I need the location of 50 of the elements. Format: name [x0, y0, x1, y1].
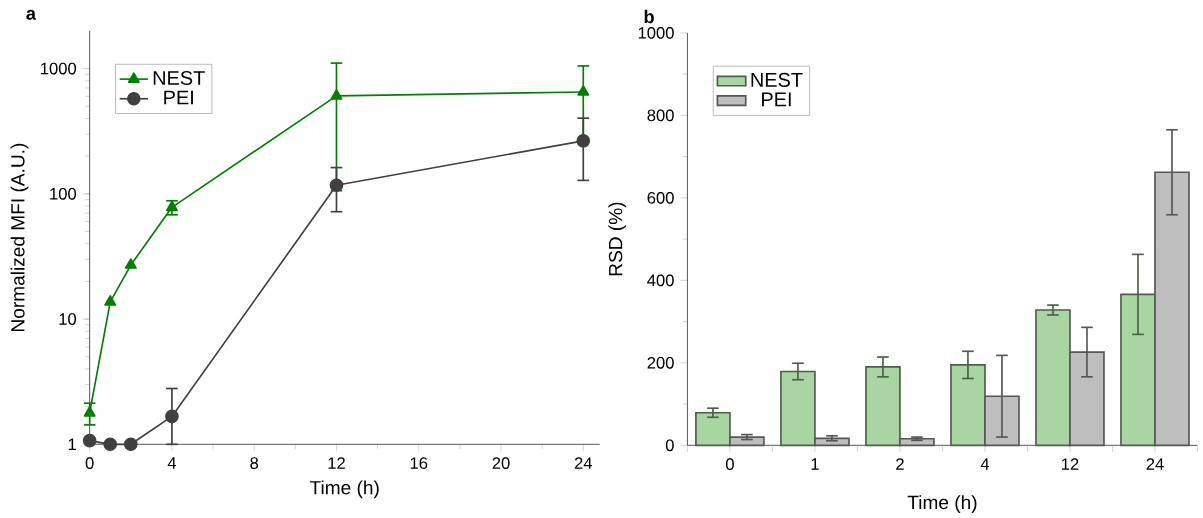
- bar: [695, 411, 731, 446]
- point: [82, 433, 97, 448]
- x-tick-label: 24: [1146, 458, 1164, 470]
- y-tick-label: 10: [59, 312, 77, 325]
- y-tick-label: 800: [647, 109, 674, 121]
- legend-label: NEST: [751, 72, 803, 87]
- x-tick-label: 1: [811, 458, 819, 470]
- x-tick-label: 4: [980, 458, 990, 470]
- x-axis-title: Time (h): [907, 494, 977, 513]
- x-tick-label: 4: [167, 457, 177, 469]
- point: [330, 88, 343, 100]
- point: [124, 258, 137, 269]
- y-tick-label: 1000: [638, 26, 674, 39]
- x-tick-label: 0: [725, 458, 734, 470]
- legend-label: PEI: [164, 90, 193, 105]
- point: [165, 200, 178, 211]
- x-tick-label: 24: [574, 457, 593, 469]
- y-tick-label: 100: [50, 187, 77, 200]
- y-tick-label: 1: [68, 438, 76, 450]
- point: [123, 437, 138, 451]
- legend-label: PEI: [762, 92, 791, 107]
- bar: [899, 437, 935, 446]
- chart-title: b: [644, 9, 654, 24]
- bar: [1035, 308, 1071, 446]
- x-tick-label: 0: [85, 457, 94, 469]
- x-tick-label: 16: [410, 457, 428, 469]
- bar: [780, 370, 816, 446]
- point: [165, 409, 179, 423]
- x-tick-label: 8: [250, 457, 259, 469]
- x-axis-title: Time (h): [309, 480, 379, 498]
- point: [329, 178, 344, 192]
- y-tick-label: 400: [647, 274, 674, 286]
- legend-label: NEST: [153, 70, 205, 85]
- point: [103, 437, 118, 451]
- y-tick-label: 600: [647, 191, 674, 204]
- x-tick-label: 20: [492, 457, 510, 469]
- y-tick-label: 0: [665, 439, 674, 451]
- y-tick-label: 200: [647, 356, 674, 369]
- point: [576, 133, 591, 148]
- y-axis-title: Normalized MFI (A.U.): [10, 143, 29, 331]
- y-tick-label: 1000: [41, 62, 77, 75]
- x-tick-label: 2: [896, 458, 904, 470]
- bar: [1120, 293, 1156, 446]
- y-axis-title: RSD (%): [608, 202, 627, 275]
- point: [577, 84, 590, 96]
- x-tick-label: 12: [1062, 458, 1079, 470]
- x-tick-label: 12: [328, 457, 345, 469]
- bar: [729, 435, 765, 446]
- point: [104, 294, 117, 306]
- chart-title: a: [26, 9, 37, 20]
